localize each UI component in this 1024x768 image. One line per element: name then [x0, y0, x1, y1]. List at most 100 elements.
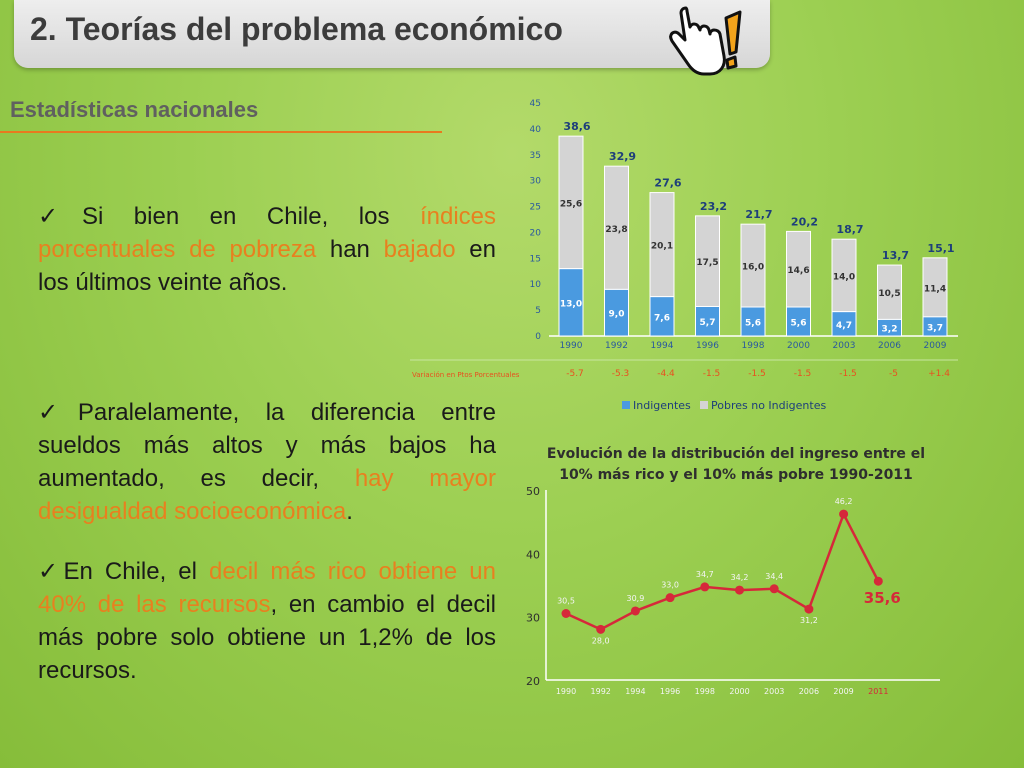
- variation-value: +1.4: [928, 369, 950, 379]
- page-title: 2. Teorías del problema económico: [30, 11, 563, 47]
- line-chart-title: 10% más rico y el 10% más pobre 1990-201…: [559, 467, 913, 483]
- y-tick-label: 45: [530, 99, 541, 109]
- checkmark-icon: ✓: [38, 558, 64, 585]
- bar-value-label: 16,0: [742, 263, 764, 273]
- x-tick-label: 2003: [833, 341, 856, 351]
- bar-value-label: 10,5: [878, 289, 900, 299]
- bar-indigentes: [695, 305, 720, 337]
- x-tick-label: 2006: [799, 687, 819, 696]
- bar-total-label: 15,1: [927, 242, 954, 255]
- variation-value: -5.3: [612, 369, 630, 379]
- bar-value-label: 14,6: [787, 266, 809, 276]
- line-data-point: [596, 624, 606, 634]
- bar-indigentes: [740, 306, 766, 337]
- variation-value: -1.5: [748, 369, 766, 379]
- x-tick-label: 2011: [868, 687, 888, 696]
- line-value-label: 34,4: [765, 572, 783, 581]
- line-value-label: 34,7: [696, 570, 714, 579]
- paragraph-text: , en cambio el decil más pobre solo obti…: [38, 591, 496, 684]
- line-chart-title: Evolución de la distribución del ingreso…: [547, 446, 925, 462]
- variation-row-label: Variación en Ptos Porcentuales: [412, 371, 520, 379]
- income-series-line: [565, 510, 880, 631]
- bar-total-label: 38,6: [563, 120, 590, 133]
- line-data-point: [839, 509, 849, 519]
- line-value-label: 34,2: [731, 573, 749, 582]
- bar-total-label: 27,6: [654, 177, 681, 190]
- bar-indigentes: [558, 268, 584, 337]
- variation-value: -4.4: [657, 369, 675, 379]
- x-tick-label: 2000: [787, 341, 810, 351]
- subtitle-divider: [0, 131, 442, 133]
- income-distribution-line-chart: Evolución de la distribución del ingreso…: [526, 446, 940, 696]
- x-tick-label: 1996: [660, 687, 680, 696]
- bar-value-label: 23,8: [605, 225, 627, 235]
- y-tick-label: 40: [526, 548, 540, 561]
- x-tick-label: 1994: [651, 341, 674, 351]
- line-data-point: [769, 584, 779, 594]
- bar-indigentes: [604, 288, 629, 337]
- bar-value-label: 17,5: [696, 258, 718, 268]
- bar-value-label: 3,2: [882, 325, 898, 335]
- x-tick-label: 1996: [696, 341, 719, 351]
- bar-value-label: 13,0: [560, 299, 582, 309]
- variation-value: -1.5: [794, 369, 812, 379]
- bar-value-label: 20,1: [651, 242, 673, 252]
- line-value-label: 30,9: [626, 594, 644, 603]
- bar-pobres-no-indigentes: [831, 238, 857, 313]
- bar-total-label: 23,2: [700, 200, 727, 213]
- pointing-hand-exclamation-icon: [669, 6, 742, 76]
- bar-value-label: 7,6: [654, 313, 670, 323]
- paragraph-deciles: ✓En Chile, el decil más rico obtiene un …: [38, 555, 496, 687]
- line-value-label: 30,5: [557, 597, 575, 606]
- paragraph-text: En Chile, el: [63, 558, 210, 585]
- bar-pobres-no-indigentes: [786, 230, 811, 308]
- bar-value-label: 4,7: [836, 321, 852, 331]
- y-tick-label: 0: [535, 332, 541, 342]
- line-data-point: [665, 593, 675, 603]
- highlighted-text: decil más rico obtiene un 40% de las rec…: [38, 558, 496, 618]
- bar-total-label: 13,7: [882, 249, 909, 262]
- bar-pobres-no-indigentes: [649, 192, 675, 298]
- bar-pobres-no-indigentes: [740, 223, 766, 308]
- line-data-point: [873, 576, 883, 586]
- x-tick-label: 2000: [729, 687, 749, 696]
- y-tick-label: 40: [530, 125, 542, 135]
- line-data-point: [561, 609, 571, 618]
- checkmark-icon: ✓: [38, 203, 82, 230]
- y-tick-label: 30: [530, 177, 542, 187]
- bar-indigentes: [877, 318, 902, 337]
- variation-value: -1.5: [703, 369, 721, 379]
- x-tick-label: 1990: [556, 687, 576, 696]
- variation-value: -5.7: [566, 369, 584, 379]
- checkmark-icon: ✓: [38, 399, 78, 426]
- y-tick-label: 5: [535, 306, 541, 316]
- bar-indigentes: [786, 306, 811, 337]
- bar-value-label: 5,7: [700, 318, 716, 328]
- bar-value-label: 11,4: [924, 284, 946, 294]
- paragraph-poverty: ✓Si bien en Chile, los índices porcentua…: [38, 200, 496, 299]
- paragraph-inequality: ✓Paralelamente, la diferencia entre suel…: [38, 396, 496, 528]
- bar-pobres-no-indigentes: [695, 215, 720, 307]
- bar-value-label: 14,0: [833, 272, 855, 282]
- x-tick-label: 1990: [560, 341, 583, 351]
- y-tick-label: 15: [530, 254, 541, 264]
- paragraph-text: .: [346, 498, 353, 525]
- bar-value-label: 5,6: [745, 319, 761, 329]
- variation-value: -5: [889, 369, 898, 379]
- line-value-label: 35,6: [864, 589, 901, 607]
- y-tick-label: 50: [526, 485, 540, 498]
- highlighted-text: bajado: [383, 236, 456, 263]
- y-tick-label: 20: [526, 675, 540, 688]
- line-value-label: 46,2: [835, 497, 853, 506]
- bar-total-label: 18,7: [836, 223, 863, 236]
- bar-pobres-no-indigentes: [922, 257, 948, 318]
- title-bar: 2. Teorías del problema económico: [14, 0, 770, 76]
- line-data-point: [804, 604, 814, 614]
- y-tick-label: 10: [530, 280, 542, 290]
- bar-value-label: 5,6: [791, 319, 807, 329]
- legend-swatch-indigentes: [622, 401, 630, 409]
- x-tick-label: 2003: [764, 687, 784, 696]
- y-tick-label: 20: [530, 228, 542, 238]
- bar-value-label: 3,7: [927, 323, 943, 333]
- bar-total-label: 32,9: [609, 150, 636, 163]
